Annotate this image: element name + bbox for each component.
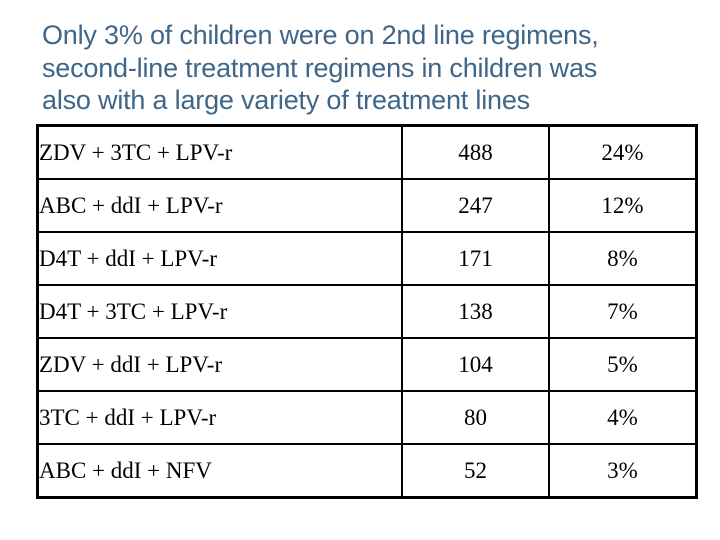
percent-cell: 8% [548, 231, 698, 286]
regimen-cell: ZDV + 3TC + LPV-r [36, 124, 403, 180]
regimen-cell: D4T + 3TC + LPV-r [36, 284, 403, 339]
slide-title: Only 3% of children were on 2nd line reg… [42, 19, 682, 117]
percent-cell: 7% [548, 284, 698, 339]
percent-cell: 24% [548, 124, 698, 180]
percent-cell: 3% [548, 443, 698, 499]
count-cell: 488 [401, 124, 550, 180]
percent-cell: 12% [548, 178, 698, 233]
regimen-table-body: ZDV + 3TC + LPV-r 488 24% ABC + ddI + LP… [36, 124, 698, 499]
percent-cell: 5% [548, 337, 698, 392]
regimen-cell: ZDV + ddI + LPV-r [36, 337, 403, 392]
table-row: D4T + 3TC + LPV-r 138 7% [36, 284, 698, 339]
table-row: D4T + ddI + LPV-r 171 8% [36, 231, 698, 286]
slide-title-line: also with a large variety of treatment l… [42, 85, 530, 115]
count-cell: 171 [401, 231, 550, 286]
regimen-table: ZDV + 3TC + LPV-r 488 24% ABC + ddI + LP… [36, 124, 698, 499]
slide-title-line: Only 3% of children were on 2nd line reg… [42, 20, 599, 50]
slide-title-line: second-line treatment regimens in childr… [42, 52, 598, 83]
regimen-cell: 3TC + ddI + LPV-r [36, 390, 403, 445]
regimen-cell: ABC + ddI + NFV [36, 443, 403, 499]
count-cell: 52 [401, 443, 550, 499]
percent-cell: 4% [548, 390, 698, 445]
count-cell: 80 [401, 390, 550, 445]
count-cell: 247 [401, 178, 550, 233]
table-row: ZDV + 3TC + LPV-r 488 24% [36, 124, 698, 180]
table-row: ZDV + ddI + LPV-r 104 5% [36, 337, 698, 392]
count-cell: 138 [401, 284, 550, 339]
table-row: ABC + ddI + LPV-r 247 12% [36, 178, 698, 233]
table-row: 3TC + ddI + LPV-r 80 4% [36, 390, 698, 445]
count-cell: 104 [401, 337, 550, 392]
regimen-cell: D4T + ddI + LPV-r [36, 231, 403, 286]
regimen-cell: ABC + ddI + LPV-r [36, 178, 403, 233]
table-row: ABC + ddI + NFV 52 3% [36, 443, 698, 499]
